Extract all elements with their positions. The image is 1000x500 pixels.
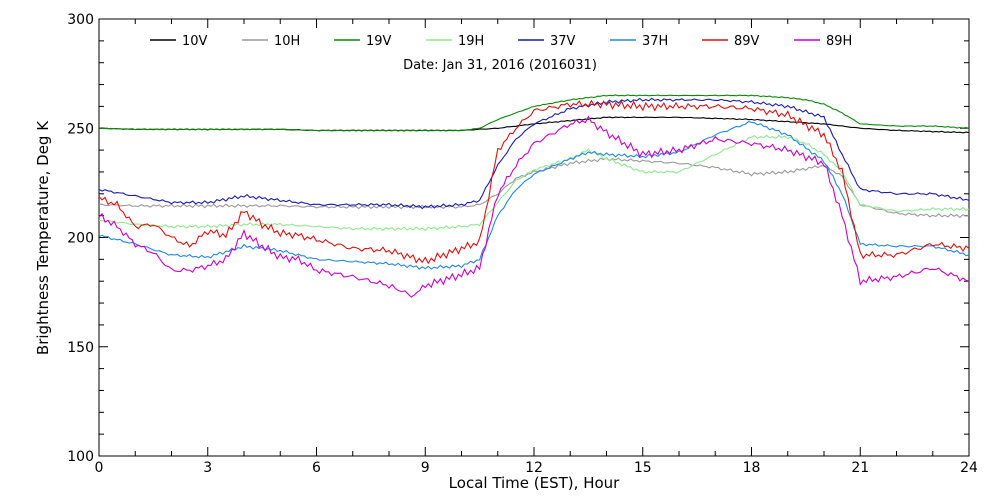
plot-frame	[98, 18, 970, 457]
legend-label-89v: 89V	[734, 34, 760, 49]
y-tick-label: 100	[67, 449, 94, 465]
legend-label-10h: 10H	[274, 34, 300, 49]
series-layer	[98, 94, 970, 298]
axis-ticks: 0 3 6 9 12 15 18 21 24 100 150 200 250 300	[67, 12, 978, 476]
legend: 10V 10H 19V 19H 37V 37H 89V 89H	[150, 34, 852, 49]
x-tick-label: 12	[525, 460, 543, 476]
series-line-89h	[98, 115, 970, 298]
x-tick-label: 6	[312, 460, 321, 476]
legend-label-19h: 19H	[458, 34, 484, 49]
x-tick-label: 3	[203, 460, 212, 476]
x-tick-label: 0	[95, 460, 104, 476]
legend-label-37h: 37H	[642, 34, 668, 49]
series-line-89v	[98, 99, 970, 265]
chart-subtitle: Date: Jan 31, 2016 (2016031)	[403, 58, 597, 73]
series-line-19h	[98, 134, 970, 232]
legend-label-19v: 19V	[366, 34, 392, 49]
y-tick-label: 150	[67, 340, 94, 356]
legend-label-89h: 89H	[826, 34, 852, 49]
x-tick-label: 15	[634, 460, 652, 476]
y-tick-label: 200	[67, 231, 94, 247]
x-axis-label: Local Time (EST), Hour	[449, 474, 620, 492]
y-axis-label: Brightness Temperature, Deg K	[34, 120, 52, 355]
x-tick-label: 9	[421, 460, 430, 476]
x-tick-label: 24	[960, 460, 978, 476]
y-tick-label: 300	[67, 12, 94, 28]
y-tick-label: 250	[67, 121, 94, 137]
series-line-37v	[98, 97, 970, 210]
legend-label-10v: 10V	[182, 34, 208, 49]
series-line-37h	[98, 121, 970, 270]
x-tick-label: 21	[851, 460, 869, 476]
x-tick-label: 18	[743, 460, 761, 476]
series-line-19v	[98, 94, 970, 132]
legend-label-37v: 37V	[550, 34, 576, 49]
